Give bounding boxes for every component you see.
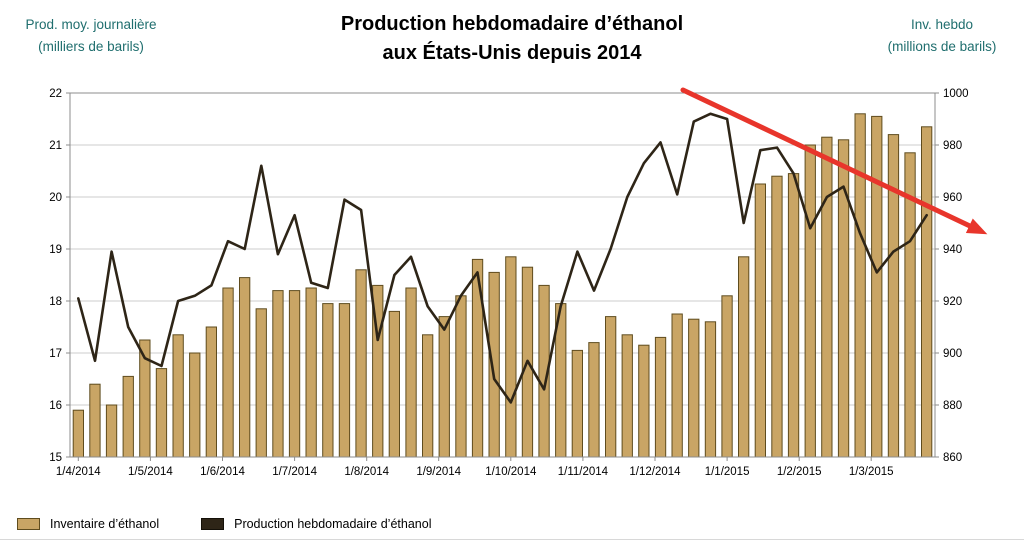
inventory-bar — [338, 303, 351, 458]
legend-item-production-label: Production hebdomadaire d’éthanol — [234, 517, 432, 531]
chart-title-line2: aux États-Unis depuis 2014 — [382, 42, 642, 64]
inventory-bar — [355, 269, 367, 458]
x-tick-label: 1/7/2014 — [272, 466, 317, 478]
x-tick-label: 1/5/2014 — [128, 466, 173, 478]
right-axis-caption: Inv. hebdo (millions de barils) — [866, 14, 1018, 58]
right-tick-label: 1000 — [943, 88, 969, 100]
chart-legend: Inventaire d’éthanol Production hebdomad… — [17, 517, 431, 531]
inventory-bar — [605, 316, 617, 458]
inventory-bar — [688, 318, 700, 458]
inventory-bar — [505, 256, 517, 458]
x-tick-label: 1/9/2014 — [416, 466, 461, 478]
left-tick-label: 18 — [49, 296, 62, 308]
inventory-bar — [821, 136, 833, 458]
inventory-bar — [804, 144, 816, 458]
x-tick-label: 1/10/2014 — [485, 466, 537, 478]
inventory-bar — [172, 334, 184, 458]
inventory-bar — [305, 287, 317, 458]
inventory-bar — [488, 271, 500, 458]
x-tick-label: 1/12/2014 — [629, 466, 681, 478]
x-tick-label: 1/3/2015 — [849, 466, 894, 478]
inventory-bar — [704, 321, 717, 458]
inventory-bar — [455, 295, 467, 458]
right-tick-label: 920 — [943, 296, 962, 308]
legend-item-production: Production hebdomadaire d’éthanol — [201, 517, 431, 531]
chart-title: Production hebdomadaire d’éthanol aux Ét… — [0, 10, 1024, 68]
right-tick-label: 980 — [943, 140, 962, 152]
inventory-bar — [921, 126, 933, 458]
inventory-bar — [738, 256, 750, 458]
inventory-bar — [887, 134, 900, 458]
left-axis-caption: Prod. moy. journalière (milliers de bari… — [8, 14, 174, 58]
inventory-bar — [255, 308, 267, 458]
inventory-bar — [671, 313, 683, 458]
right-tick-label: 900 — [943, 348, 962, 360]
inventory-bar — [405, 287, 417, 458]
x-tick-label: 1/4/2014 — [56, 466, 101, 478]
inventory-bar — [72, 409, 84, 458]
inventory-bar — [189, 352, 201, 458]
inventory-bar — [621, 334, 633, 458]
inventory-bar — [122, 375, 134, 458]
inventory-bar — [638, 344, 650, 458]
right-tick-label: 880 — [943, 400, 962, 412]
left-tick-label: 19 — [49, 244, 62, 256]
inventory-bar — [588, 342, 600, 458]
inventory-bar — [787, 173, 800, 458]
inventory-bar — [322, 303, 334, 458]
inventory-bar — [288, 290, 301, 458]
inventory-bar — [854, 113, 866, 458]
plot-border — [69, 92, 936, 458]
inventory-bar — [754, 183, 767, 458]
legend-item-inventory-label: Inventaire d’éthanol — [50, 517, 160, 531]
legend-item-inventory: Inventaire d’éthanol — [17, 517, 159, 531]
inventory-bars — [72, 113, 933, 458]
x-tick-label: 1/6/2014 — [200, 466, 245, 478]
right-tick-label: 940 — [943, 244, 962, 256]
x-axis-labels: 1/4/2014 1/5/2014 1/6/2014 1/7/2014 1/8/2014… — [56, 457, 894, 478]
inventory-bar — [89, 383, 101, 458]
left-tick-label: 16 — [49, 400, 62, 412]
trend-arrow — [680, 87, 988, 235]
inventory-bar — [205, 326, 217, 458]
right-axis-ticks: 860 880 900 920 940 960 980 1000 — [935, 88, 969, 464]
inventory-bar — [422, 334, 434, 458]
right-axis-caption-line2: (millions de barils) — [887, 39, 997, 54]
production-swatch-icon — [201, 518, 225, 530]
inventory-bar — [721, 295, 733, 458]
inventory-bar — [155, 368, 168, 458]
inventory-bar — [871, 115, 883, 458]
left-tick-label: 21 — [49, 140, 62, 152]
x-tick-label: 1/1/2015 — [705, 466, 750, 478]
inventory-bar — [571, 349, 584, 458]
right-tick-label: 860 — [943, 452, 962, 464]
inventory-bar — [105, 404, 118, 458]
left-axis-caption-line2: (milliers de barils) — [38, 39, 144, 54]
x-tick-label: 1/2/2015 — [777, 466, 822, 478]
inventory-swatch-icon — [17, 518, 40, 530]
left-axis-caption-line1: Prod. moy. journalière — [25, 17, 157, 32]
left-tick-label: 20 — [49, 192, 62, 204]
right-axis-caption-line1: Inv. hebdo — [910, 17, 974, 32]
left-tick-label: 22 — [49, 88, 62, 100]
inventory-bar — [239, 277, 251, 458]
inventory-bar — [438, 316, 450, 458]
left-tick-label: 17 — [49, 348, 62, 360]
left-axis-ticks: 15 16 17 18 19 20 21 22 — [49, 88, 70, 464]
chart-title-line1: Production hebdomadaire d’éthanol — [340, 13, 684, 35]
inventory-bar — [272, 290, 284, 458]
x-tick-label: 1/11/2014 — [558, 466, 609, 478]
inventory-bar — [771, 175, 783, 458]
inventory-bar — [388, 310, 401, 458]
inventory-bar — [222, 287, 234, 458]
left-tick-label: 15 — [49, 452, 62, 464]
inventory-bar — [654, 336, 667, 458]
production-line — [77, 112, 929, 404]
right-tick-label: 960 — [943, 192, 962, 204]
x-tick-label: 1/8/2014 — [344, 466, 389, 478]
